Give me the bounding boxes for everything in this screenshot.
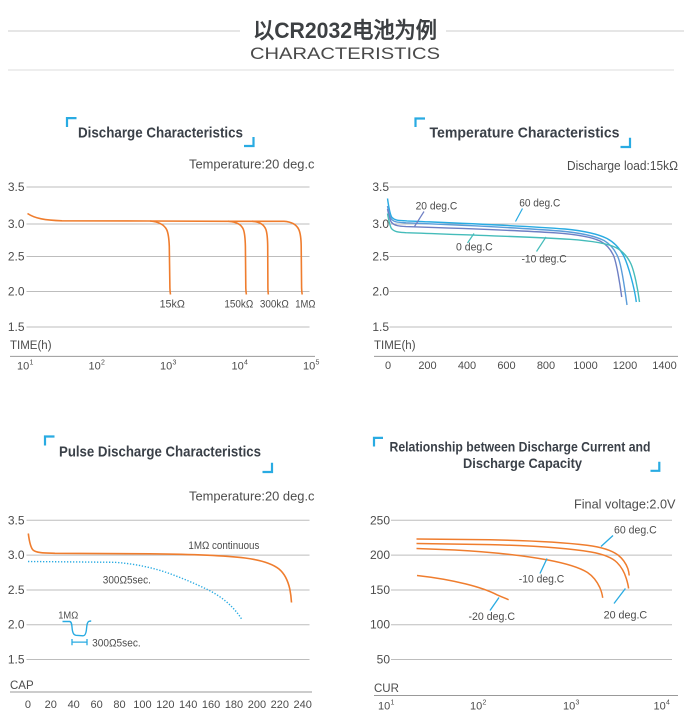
svg-text:40: 40 (68, 699, 80, 711)
svg-text:1200: 1200 (613, 360, 637, 372)
svg-text:120: 120 (156, 699, 174, 711)
svg-text:10: 10 (470, 701, 482, 713)
svg-text:10: 10 (17, 361, 29, 373)
svg-text:2.0: 2.0 (8, 618, 25, 632)
svg-text:1MΩ: 1MΩ (295, 299, 315, 311)
svg-text:300Ω5sec.: 300Ω5sec. (103, 575, 151, 587)
svg-text:100: 100 (370, 618, 390, 632)
svg-text:-10 deg.C: -10 deg.C (522, 254, 567, 266)
svg-text:1.5: 1.5 (8, 320, 25, 334)
svg-text:15kΩ: 15kΩ (160, 299, 185, 311)
svg-text:2.0: 2.0 (372, 285, 389, 299)
svg-text:Temperature:20 deg.c: Temperature:20 deg.c (189, 158, 315, 172)
svg-text:200: 200 (418, 360, 436, 372)
svg-text:Pulse Discharge Characteristic: Pulse Discharge Characteristics (59, 444, 261, 461)
svg-text:150kΩ: 150kΩ (224, 299, 253, 311)
svg-text:800: 800 (537, 360, 555, 372)
svg-text:2.0: 2.0 (8, 285, 25, 299)
svg-text:180: 180 (225, 699, 243, 711)
svg-text:Discharge Characteristics: Discharge Characteristics (78, 125, 243, 142)
svg-text:60 deg.C: 60 deg.C (519, 198, 560, 210)
svg-text:10: 10 (160, 361, 172, 373)
svg-text:10: 10 (303, 361, 315, 373)
svg-text:2.5: 2.5 (8, 250, 25, 264)
svg-text:3.0: 3.0 (372, 217, 389, 231)
svg-text:10: 10 (654, 701, 666, 713)
svg-text:100: 100 (133, 699, 151, 711)
svg-text:CUR: CUR (374, 683, 399, 695)
svg-text:300Ω5sec.: 300Ω5sec. (92, 638, 141, 650)
svg-text:10: 10 (89, 361, 101, 373)
svg-text:0: 0 (25, 699, 31, 711)
svg-text:1MΩ continuous: 1MΩ continuous (188, 540, 259, 552)
svg-text:1400: 1400 (652, 360, 676, 372)
svg-text:Temperature:20 deg.c: Temperature:20 deg.c (189, 490, 315, 504)
svg-text:3.0: 3.0 (8, 548, 25, 562)
svg-text:50: 50 (377, 653, 391, 667)
svg-text:0: 0 (385, 360, 391, 372)
svg-text:以CR2032电池为例: 以CR2032电池为例 (253, 18, 437, 43)
svg-text:250: 250 (370, 513, 390, 527)
svg-text:2.5: 2.5 (372, 250, 389, 264)
svg-text:5: 5 (316, 360, 320, 367)
svg-text:3: 3 (173, 360, 177, 367)
svg-text:240: 240 (294, 699, 312, 711)
svg-text:20 deg.C: 20 deg.C (604, 610, 648, 622)
svg-text:4: 4 (244, 360, 248, 367)
svg-text:3: 3 (576, 700, 580, 707)
svg-text:600: 600 (497, 360, 515, 372)
svg-text:10: 10 (232, 361, 244, 373)
svg-text:20 deg.C: 20 deg.C (416, 201, 458, 213)
svg-text:Relationship between Discharge: Relationship between Discharge Current a… (390, 439, 651, 455)
svg-text:80: 80 (113, 699, 125, 711)
svg-text:TIME(h): TIME(h) (10, 340, 52, 352)
svg-text:Discharge Capacity: Discharge Capacity (463, 455, 582, 471)
svg-text:20: 20 (45, 699, 57, 711)
svg-text:300kΩ: 300kΩ (260, 299, 289, 311)
svg-text:200: 200 (248, 699, 266, 711)
svg-text:-20 deg.C: -20 deg.C (469, 611, 516, 623)
svg-text:2.5: 2.5 (8, 583, 25, 597)
svg-text:TIME(h): TIME(h) (374, 340, 416, 352)
svg-text:3.5: 3.5 (8, 513, 25, 527)
svg-text:1MΩ: 1MΩ (58, 610, 78, 622)
svg-text:60 deg.C: 60 deg.C (614, 525, 657, 537)
svg-text:1.5: 1.5 (8, 653, 25, 667)
svg-text:150: 150 (370, 583, 390, 597)
svg-text:220: 220 (271, 699, 289, 711)
svg-text:3.0: 3.0 (8, 217, 25, 231)
svg-text:Temperature Characteristics: Temperature Characteristics (430, 125, 620, 142)
svg-text:60: 60 (90, 699, 102, 711)
svg-text:3.5: 3.5 (372, 180, 389, 194)
svg-text:CAP: CAP (10, 680, 34, 692)
svg-text:140: 140 (179, 699, 197, 711)
svg-text:2: 2 (101, 360, 105, 367)
svg-text:0 deg.C: 0 deg.C (456, 242, 493, 254)
svg-text:10: 10 (563, 701, 575, 713)
svg-text:10: 10 (378, 701, 390, 713)
svg-text:200: 200 (370, 548, 390, 562)
svg-text:Discharge load:15kΩ: Discharge load:15kΩ (567, 159, 678, 173)
svg-text:-10 deg.C: -10 deg.C (519, 574, 565, 586)
svg-text:CHARACTERISTICS: CHARACTERISTICS (250, 45, 440, 63)
svg-text:1000: 1000 (573, 360, 597, 372)
svg-text:4: 4 (666, 700, 670, 707)
svg-text:1: 1 (30, 360, 34, 367)
svg-text:3.5: 3.5 (8, 180, 25, 194)
svg-text:160: 160 (202, 699, 220, 711)
svg-text:Final voltage:2.0V: Final voltage:2.0V (574, 498, 676, 512)
svg-text:400: 400 (458, 360, 476, 372)
svg-text:1.5: 1.5 (372, 320, 389, 334)
svg-text:2: 2 (483, 700, 487, 707)
svg-text:1: 1 (391, 700, 395, 707)
